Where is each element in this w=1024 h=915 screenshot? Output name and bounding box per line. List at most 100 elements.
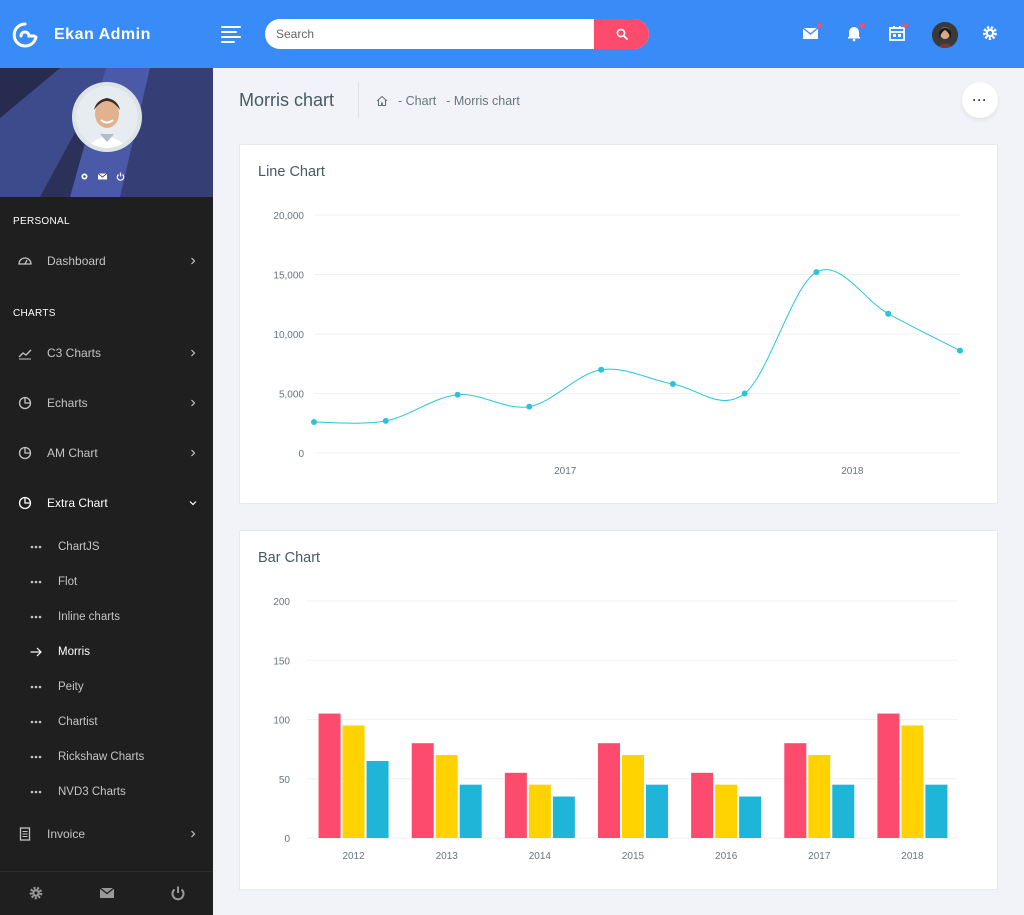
bar <box>598 743 620 838</box>
calendar-notification-dot <box>903 23 908 28</box>
submenu-item-morris[interactable]: Morris <box>0 642 213 662</box>
sidebar-item-label: Invoice <box>47 827 86 841</box>
card-title: Bar Chart <box>258 550 321 566</box>
logo-icon <box>12 22 38 48</box>
search-icon <box>616 28 628 40</box>
bell-notification-dot <box>860 23 865 28</box>
profile-avatar[interactable] <box>72 82 142 152</box>
y-tick-label: 150 <box>273 656 290 667</box>
submenu-item-label: ChartJS <box>58 541 100 553</box>
bar <box>622 755 644 838</box>
sidebar-item-am-chart[interactable]: AM Chart <box>0 441 213 465</box>
page-title: Morris chart <box>239 90 335 110</box>
footer-power-icon[interactable] <box>170 885 186 901</box>
more-options-button[interactable]: ··· <box>962 82 998 118</box>
bar <box>459 784 482 838</box>
bar <box>646 784 668 838</box>
y-tick-label: 5,000 <box>279 390 304 401</box>
nav-section-charts: CHARTS <box>13 308 56 319</box>
y-tick-label: 50 <box>279 775 291 786</box>
submenu-item-chartist[interactable]: Chartist <box>0 712 213 732</box>
profile-mail-icon[interactable] <box>97 168 108 180</box>
submenu-item-label: Rickshaw Charts <box>58 751 145 763</box>
submenu-item-label: Inline charts <box>58 611 121 623</box>
bar <box>691 772 714 838</box>
y-tick-label: 0 <box>298 449 304 460</box>
line-chart-card: Line Chart 0 5,000 10,000 15,000 20,000 2017 2… <box>239 144 998 504</box>
search-button[interactable] <box>594 19 649 49</box>
sidebar-item-extra-chart[interactable]: Extra Chart <box>0 491 213 515</box>
bar-chart-card: Bar Chart 0 50 100 150 200 2012 2013 2014 2015 20… <box>239 530 998 890</box>
bar <box>925 784 948 838</box>
submenu-item-nvd3-charts[interactable]: NVD3 Charts <box>0 782 213 802</box>
profile-power-icon[interactable] <box>116 168 125 181</box>
search-input[interactable] <box>265 19 595 49</box>
menu-toggle-icon[interactable] <box>221 26 241 43</box>
submenu-item-chartjs[interactable]: ChartJS <box>0 537 213 557</box>
dots-icon <box>30 545 42 549</box>
brand[interactable]: Ekan Admin <box>12 22 151 48</box>
x-tick-label: 2014 <box>529 851 552 862</box>
submenu-item-flot[interactable]: Flot <box>0 572 213 592</box>
submenu-item-rickshaw-charts[interactable]: Rickshaw Charts <box>0 747 213 767</box>
x-tick-label: 2015 <box>622 851 645 862</box>
document-icon <box>19 827 31 841</box>
submenu-item-inline-charts[interactable]: Inline charts <box>0 607 213 627</box>
data-point <box>669 380 676 387</box>
top-navbar: Ekan Admin <box>0 0 1024 68</box>
submenu-item-label: Morris <box>58 646 90 658</box>
bar <box>504 772 527 838</box>
y-tick-label: 200 <box>273 597 290 608</box>
ellipsis-icon: ··· <box>972 93 988 107</box>
bar <box>528 784 551 838</box>
search-bar <box>265 19 649 49</box>
data-point <box>741 390 748 397</box>
sidebar-profile <box>0 68 213 197</box>
user-avatar[interactable] <box>932 22 958 48</box>
card-title: Line Chart <box>258 164 325 180</box>
sidebar-item-dashboard[interactable]: Dashboard <box>0 249 213 273</box>
pie-icon <box>18 496 32 510</box>
sidebar-item-c3-charts[interactable]: C3 Charts <box>0 341 213 365</box>
submenu-item-label: Flot <box>58 576 78 588</box>
bell-icon[interactable] <box>845 23 865 44</box>
settings-gear-icon[interactable] <box>981 24 1001 44</box>
chevron-right-icon <box>191 257 196 265</box>
footer-settings-icon[interactable] <box>28 885 44 901</box>
bar <box>435 755 458 838</box>
bar <box>901 725 924 838</box>
bar <box>552 796 575 838</box>
mail-icon[interactable] <box>802 23 822 44</box>
bar <box>342 725 365 838</box>
sidebar-item-label: Dashboard <box>47 254 106 268</box>
breadcrumb-chart[interactable]: - Chart <box>398 94 437 108</box>
bar <box>784 743 807 838</box>
y-tick-label: 0 <box>284 834 290 845</box>
chevron-right-icon <box>191 449 196 457</box>
title-divider <box>358 82 359 118</box>
x-tick-label: 2012 <box>342 851 365 862</box>
chevron-right-icon <box>191 349 196 357</box>
line-series <box>313 269 961 424</box>
sidebar-item-label: Extra Chart <box>47 496 108 510</box>
profile-settings-icon[interactable] <box>80 168 89 180</box>
submenu-item-peity[interactable]: Peity <box>0 677 213 697</box>
dots-icon <box>30 615 42 619</box>
bar-chart: 0 50 100 150 200 2012 2013 2014 2015 2016 2017 2018 <box>273 597 958 862</box>
dots-icon <box>30 755 42 759</box>
bar <box>877 713 900 838</box>
bar <box>715 784 738 838</box>
calendar-icon[interactable] <box>888 23 908 44</box>
footer-mail-icon[interactable] <box>99 885 115 901</box>
x-tick-label: 2018 <box>841 466 864 477</box>
sidebar-item-echarts[interactable]: Echarts <box>0 391 213 415</box>
y-tick-label: 15,000 <box>273 271 304 282</box>
bar <box>808 755 831 838</box>
bar <box>739 796 762 838</box>
sidebar-item-invoice[interactable]: Invoice <box>0 822 213 846</box>
line-chart: 0 5,000 10,000 15,000 20,000 2017 2018 <box>273 211 963 477</box>
x-tick-label: 2013 <box>436 851 459 862</box>
data-point <box>885 310 892 317</box>
y-tick-label: 10,000 <box>273 330 304 341</box>
home-icon[interactable] <box>376 95 388 107</box>
